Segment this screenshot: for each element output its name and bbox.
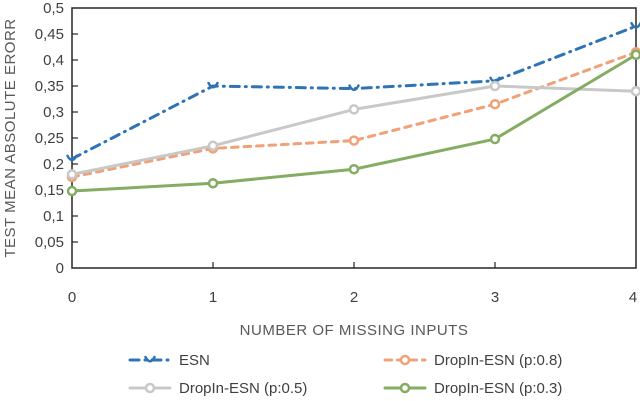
y-tick-label: 0: [56, 260, 64, 277]
series-line: [72, 86, 636, 174]
y-tick-label: 0,2: [43, 156, 64, 173]
data-point-marker: [209, 142, 217, 150]
data-point-marker: [68, 170, 76, 178]
legend-item-dropin-esn-p05: DropIn-ESN (p:0.5): [128, 375, 383, 401]
data-point-marker: [491, 135, 499, 143]
data-point-marker: [401, 384, 409, 392]
series-4: [68, 51, 640, 195]
data-point-marker: [491, 82, 499, 90]
y-tick-label: 0,5: [43, 0, 64, 17]
data-point-marker: [632, 87, 640, 95]
data-point-marker: [146, 357, 155, 361]
y-tick-label: 0,1: [43, 208, 64, 225]
data-point-marker: [350, 137, 358, 145]
legend-item-dropin-esn-p08: DropIn-ESN (p:0.8): [383, 347, 562, 373]
legend-label: ESN: [179, 352, 210, 369]
legend-sample-line-icon: [128, 352, 172, 368]
plot-canvas: 0 0,05 0,1 0,15 0,2 0,25 0,3 0,35 0,4 0,45 0,5 0 1 2 3…: [0, 0, 640, 340]
legend: ESN DropIn-ESN (p:0.8) DropIn-ESN (p:0.5…: [128, 347, 562, 401]
y-tick-label: 0,4: [43, 52, 64, 69]
legend-label: DropIn-ESN (p:0.8): [434, 352, 562, 369]
data-point-marker: [146, 384, 154, 392]
y-tick-label: 0,25: [35, 130, 64, 147]
legend-sample-line-icon: [383, 352, 427, 368]
data-point-marker: [632, 51, 640, 59]
y-tick-label: 0,35: [35, 78, 64, 95]
legend-sample-line-icon: [383, 380, 427, 396]
y-tick-label: 0,15: [35, 182, 64, 199]
x-tick-label: 2: [350, 289, 358, 306]
data-point-marker: [401, 356, 409, 364]
legend-label: DropIn-ESN (p:0.3): [434, 380, 562, 397]
y-axis-title: TEST MEAN ABSOLUTE ERORR: [2, 8, 22, 268]
x-tick-label: 3: [491, 289, 499, 306]
x-axis-title: NUMBER OF MISSING INPUTS: [72, 322, 636, 339]
x-tick-label: 1: [209, 289, 217, 306]
y-tick-label: 0,45: [35, 26, 64, 43]
y-tick-label: 0,3: [43, 104, 64, 121]
x-tick-label: 4: [629, 289, 637, 306]
legend-item-esn: ESN: [128, 347, 383, 373]
legend-sample-line-icon: [128, 380, 172, 396]
data-point-marker: [68, 187, 76, 195]
data-point-marker: [350, 165, 358, 173]
data-point-marker: [491, 100, 499, 108]
x-tick-label: 0: [68, 289, 76, 306]
legend-label: DropIn-ESN (p:0.5): [179, 380, 307, 397]
legend-item-dropin-esn-p03: DropIn-ESN (p:0.3): [383, 375, 562, 401]
data-point-marker: [350, 105, 358, 113]
y-tick-label: 0,05: [35, 234, 64, 251]
data-point-marker: [209, 179, 217, 187]
data-point-marker: [350, 86, 359, 90]
series-3: [68, 82, 640, 178]
